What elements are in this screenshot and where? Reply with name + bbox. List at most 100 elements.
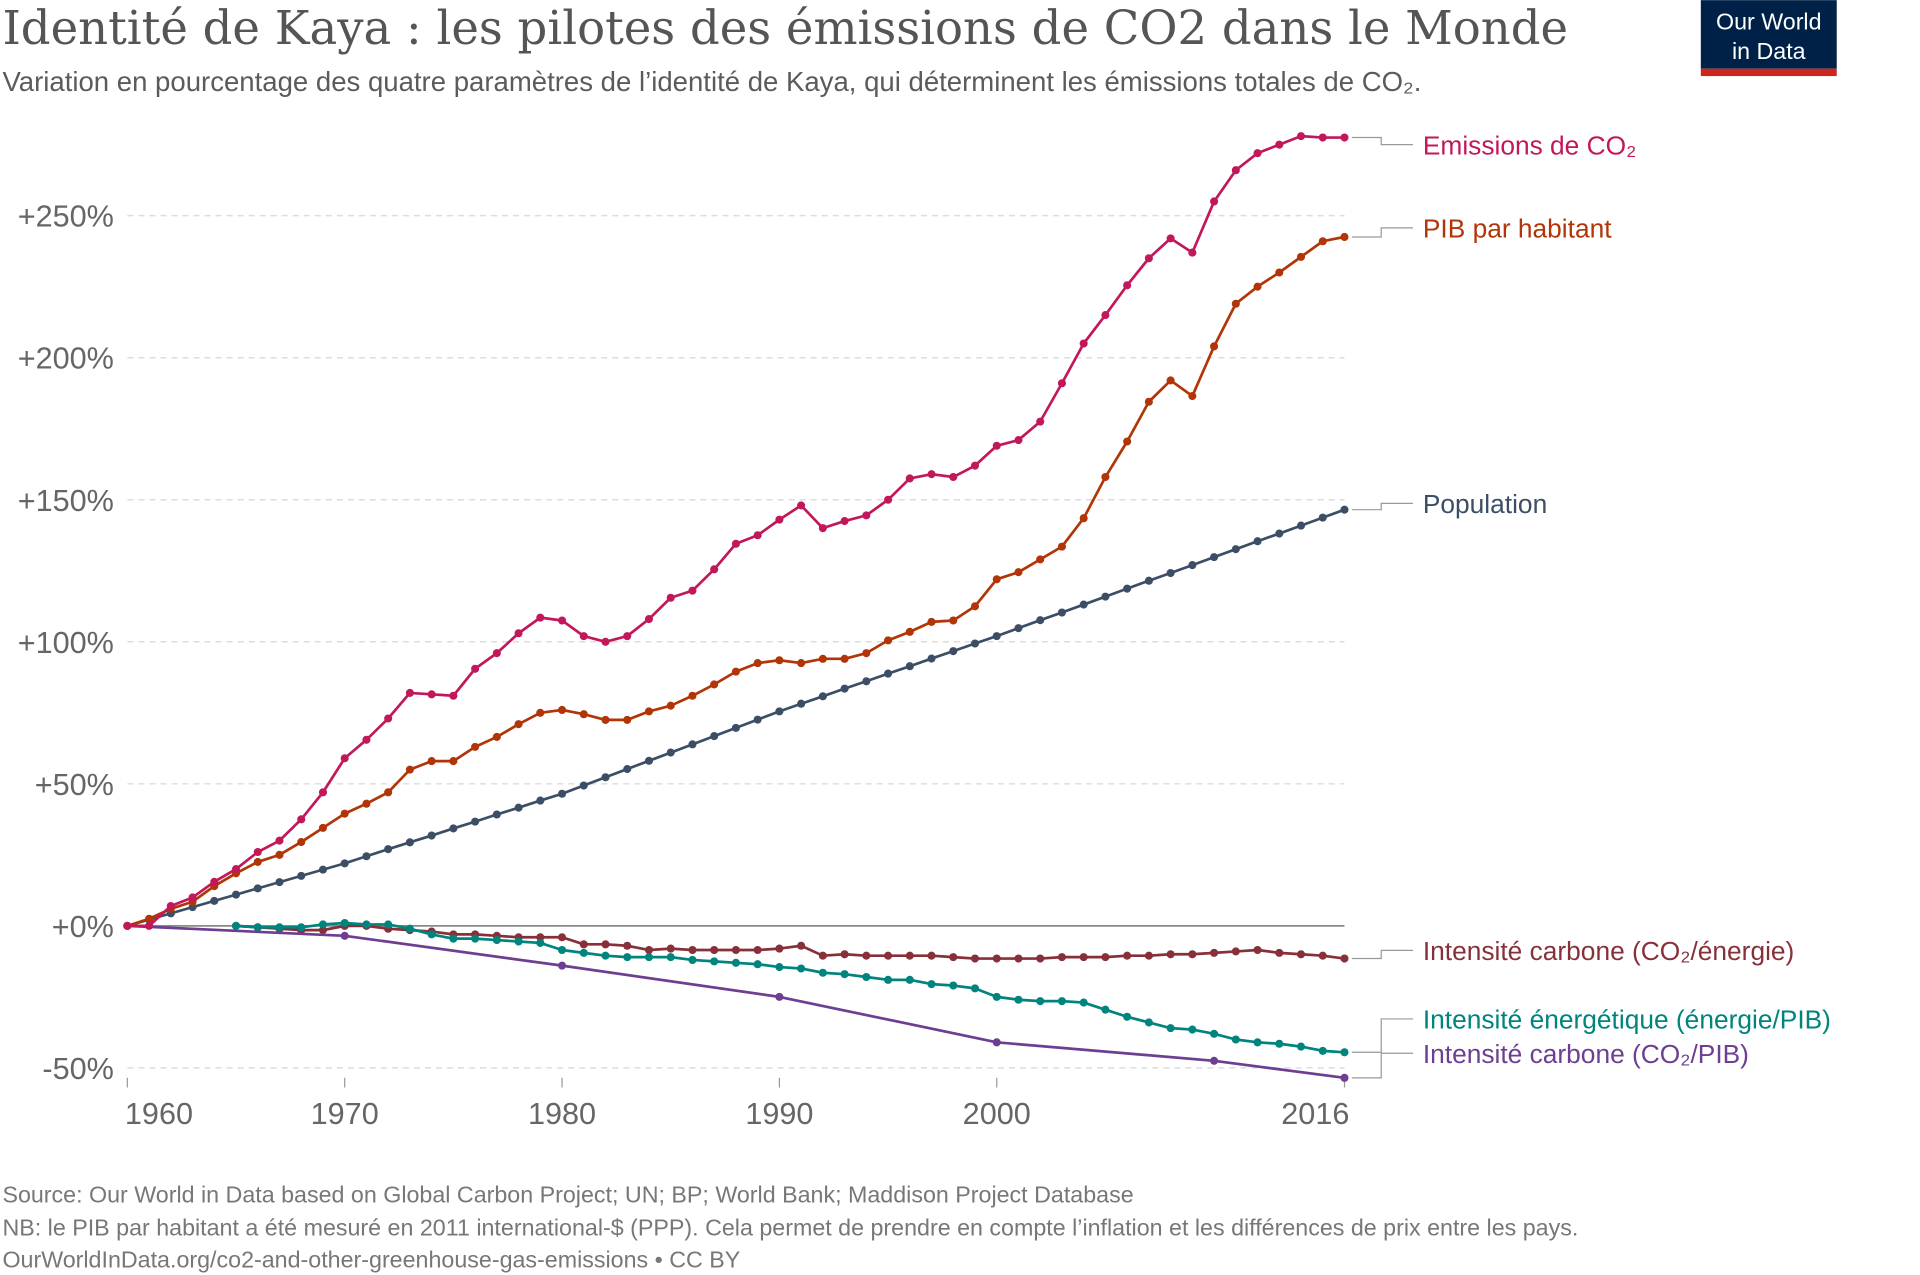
data-point[interactable] — [1057, 542, 1066, 551]
data-point[interactable] — [405, 838, 414, 847]
data-point[interactable] — [905, 627, 914, 636]
data-point[interactable] — [623, 715, 632, 724]
data-point[interactable] — [666, 593, 675, 602]
data-point[interactable] — [449, 691, 458, 700]
data-point[interactable] — [318, 823, 328, 832]
data-point[interactable] — [145, 914, 154, 923]
data-point[interactable] — [1123, 1012, 1132, 1021]
data-point[interactable] — [862, 511, 871, 520]
data-point[interactable] — [449, 824, 458, 833]
data-point[interactable] — [688, 740, 697, 749]
data-point[interactable] — [818, 951, 827, 960]
data-point[interactable] — [1014, 624, 1023, 633]
data-point[interactable] — [949, 953, 958, 962]
data-point[interactable] — [1210, 948, 1219, 957]
data-point[interactable] — [1101, 953, 1110, 962]
data-point[interactable] — [318, 926, 328, 935]
data-point[interactable] — [1275, 529, 1284, 538]
data-point[interactable] — [1057, 953, 1066, 962]
data-point[interactable] — [1101, 1005, 1110, 1014]
data-point[interactable] — [384, 714, 393, 723]
data-point[interactable] — [275, 836, 284, 845]
data-point[interactable] — [1036, 954, 1045, 963]
data-point[interactable] — [666, 953, 675, 962]
data-point[interactable] — [318, 865, 328, 874]
data-point[interactable] — [579, 710, 588, 719]
data-point[interactable] — [166, 901, 175, 911]
data-point[interactable] — [949, 616, 958, 625]
data-point[interactable] — [1253, 1038, 1262, 1047]
data-point[interactable] — [1340, 133, 1349, 142]
data-point[interactable] — [927, 951, 936, 960]
data-point[interactable] — [1253, 945, 1262, 955]
data-point[interactable] — [558, 933, 567, 942]
data-point[interactable] — [775, 515, 784, 524]
data-point[interactable] — [710, 945, 719, 955]
data-point[interactable] — [1123, 437, 1132, 446]
data-point[interactable] — [253, 923, 262, 932]
series-label[interactable]: Intensité carbone (CO₂/PIB) — [1423, 1039, 1749, 1069]
data-point[interactable] — [275, 850, 284, 859]
data-point[interactable] — [1340, 505, 1349, 514]
data-point[interactable] — [1079, 953, 1088, 962]
data-point[interactable] — [601, 715, 610, 724]
series-label[interactable]: Intensité carbone (CO₂/énergie) — [1423, 936, 1794, 966]
data-point[interactable] — [558, 705, 567, 715]
data-point[interactable] — [536, 933, 545, 942]
data-point[interactable] — [840, 970, 849, 979]
data-point[interactable] — [1188, 561, 1197, 570]
data-point[interactable] — [384, 845, 393, 854]
data-point[interactable] — [1188, 950, 1197, 959]
data-point[interactable] — [1079, 998, 1088, 1007]
data-point[interactable] — [1253, 282, 1262, 291]
data-point[interactable] — [1014, 568, 1023, 577]
data-point[interactable] — [818, 524, 827, 533]
data-point[interactable] — [1231, 299, 1240, 308]
data-point[interactable] — [797, 941, 806, 950]
data-point[interactable] — [905, 975, 914, 984]
data-point[interactable] — [340, 918, 349, 928]
data-point[interactable] — [927, 980, 936, 989]
data-point[interactable] — [797, 659, 806, 668]
data-point[interactable] — [731, 723, 740, 732]
data-point[interactable] — [188, 893, 197, 902]
data-point[interactable] — [992, 992, 1001, 1001]
data-point[interactable] — [775, 963, 784, 972]
data-point[interactable] — [949, 472, 958, 482]
data-point[interactable] — [970, 639, 980, 648]
data-point[interactable] — [340, 809, 349, 818]
data-point[interactable] — [905, 662, 914, 671]
series-label[interactable]: PIB par habitant — [1423, 214, 1612, 244]
data-point[interactable] — [797, 964, 806, 973]
data-point[interactable] — [405, 765, 414, 774]
series-label[interactable]: Intensité énergétique (énergie/PIB) — [1423, 1005, 1831, 1035]
data-point[interactable] — [253, 847, 262, 857]
data-point[interactable] — [644, 953, 654, 962]
data-point[interactable] — [862, 649, 871, 658]
series-label[interactable]: Population — [1423, 489, 1547, 519]
data-point[interactable] — [449, 757, 458, 766]
data-point[interactable] — [992, 1038, 1001, 1047]
data-point[interactable] — [471, 817, 480, 826]
data-point[interactable] — [1123, 951, 1132, 960]
data-point[interactable] — [253, 857, 262, 866]
data-point[interactable] — [231, 890, 241, 899]
data-point[interactable] — [536, 938, 545, 947]
series-label[interactable]: Emissions de CO₂ — [1423, 130, 1636, 160]
data-point[interactable] — [1296, 950, 1306, 959]
data-point[interactable] — [992, 441, 1001, 450]
data-point[interactable] — [1210, 553, 1219, 562]
data-point[interactable] — [297, 815, 306, 824]
data-point[interactable] — [514, 629, 523, 638]
data-point[interactable] — [558, 616, 567, 625]
data-point[interactable] — [492, 732, 501, 741]
data-point[interactable] — [253, 884, 262, 893]
data-point[interactable] — [840, 684, 849, 693]
data-point[interactable] — [753, 945, 762, 955]
data-point[interactable] — [558, 945, 567, 955]
data-point[interactable] — [1101, 311, 1110, 320]
data-point[interactable] — [666, 701, 675, 710]
data-point[interactable] — [1231, 166, 1240, 175]
data-point[interactable] — [1166, 234, 1175, 243]
data-point[interactable] — [1166, 568, 1175, 578]
